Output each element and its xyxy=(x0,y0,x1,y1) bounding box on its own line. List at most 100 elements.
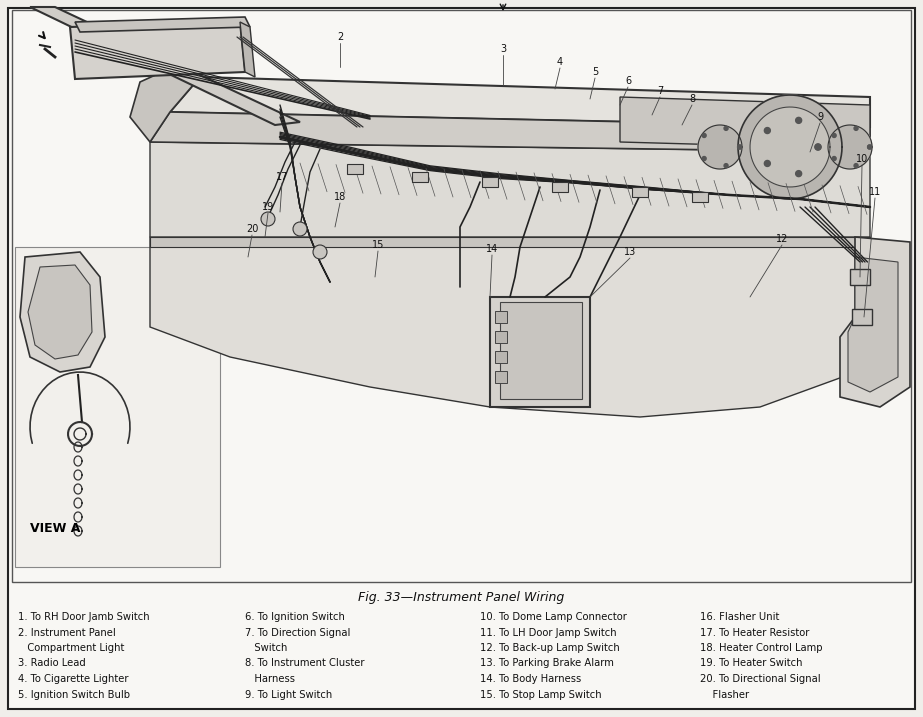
Polygon shape xyxy=(75,17,250,32)
Text: 9. To Light Switch: 9. To Light Switch xyxy=(245,690,332,700)
Text: 10: 10 xyxy=(856,154,869,164)
Text: 3: 3 xyxy=(500,44,506,54)
Bar xyxy=(495,311,507,323)
Polygon shape xyxy=(620,97,870,149)
Text: 19. To Heater Switch: 19. To Heater Switch xyxy=(700,658,802,668)
Polygon shape xyxy=(150,112,870,152)
Text: 18: 18 xyxy=(334,192,346,202)
Polygon shape xyxy=(150,237,870,247)
Bar xyxy=(347,164,363,174)
Circle shape xyxy=(313,245,327,259)
Circle shape xyxy=(854,126,858,130)
Text: VIEW A: VIEW A xyxy=(30,522,80,535)
Polygon shape xyxy=(698,125,742,169)
Text: 17: 17 xyxy=(276,172,288,182)
Text: 1. To RH Door Jamb Switch: 1. To RH Door Jamb Switch xyxy=(18,612,150,622)
Polygon shape xyxy=(28,265,92,359)
Text: 12: 12 xyxy=(776,234,788,244)
Text: Harness: Harness xyxy=(245,674,295,684)
Text: 8: 8 xyxy=(689,94,695,104)
Circle shape xyxy=(796,118,802,123)
Text: 7: 7 xyxy=(657,86,663,96)
Text: 20. To Directional Signal: 20. To Directional Signal xyxy=(700,674,821,684)
Text: Flasher: Flasher xyxy=(700,690,749,700)
Circle shape xyxy=(702,133,706,138)
Bar xyxy=(852,309,872,325)
Bar xyxy=(482,177,498,187)
Polygon shape xyxy=(500,302,582,399)
Polygon shape xyxy=(70,22,245,79)
Polygon shape xyxy=(240,22,255,77)
Text: 14. To Body Harness: 14. To Body Harness xyxy=(480,674,581,684)
Text: 11: 11 xyxy=(869,187,881,197)
Text: 19: 19 xyxy=(262,202,274,212)
Bar xyxy=(495,371,507,383)
Polygon shape xyxy=(150,142,870,237)
Polygon shape xyxy=(828,125,872,169)
Text: 8. To Instrument Cluster: 8. To Instrument Cluster xyxy=(245,658,365,668)
Circle shape xyxy=(815,144,821,150)
Polygon shape xyxy=(840,237,910,407)
Text: 20: 20 xyxy=(246,224,258,234)
Circle shape xyxy=(724,126,728,130)
Circle shape xyxy=(724,163,728,168)
Circle shape xyxy=(833,133,836,138)
Polygon shape xyxy=(738,95,842,199)
Text: 16. Flasher Unit: 16. Flasher Unit xyxy=(700,612,779,622)
Bar xyxy=(632,187,648,197)
Text: 14: 14 xyxy=(485,244,498,254)
Polygon shape xyxy=(848,257,898,392)
Polygon shape xyxy=(750,107,830,187)
Circle shape xyxy=(833,156,836,161)
Bar xyxy=(692,192,708,202)
Text: 4. To Cigarette Lighter: 4. To Cigarette Lighter xyxy=(18,674,128,684)
Circle shape xyxy=(868,145,871,149)
Text: 2. Instrument Panel: 2. Instrument Panel xyxy=(18,627,115,637)
Polygon shape xyxy=(150,237,870,417)
Text: 3. Radio Lead: 3. Radio Lead xyxy=(18,658,86,668)
Circle shape xyxy=(764,128,771,133)
Circle shape xyxy=(764,161,771,166)
Text: Compartment Light: Compartment Light xyxy=(18,643,125,653)
Text: 15: 15 xyxy=(372,240,384,250)
Bar xyxy=(850,269,870,285)
Polygon shape xyxy=(490,297,590,407)
Polygon shape xyxy=(20,252,105,372)
Text: Fig. 33—Instrument Panel Wiring: Fig. 33—Instrument Panel Wiring xyxy=(358,591,564,604)
Text: 6. To Ignition Switch: 6. To Ignition Switch xyxy=(245,612,345,622)
Circle shape xyxy=(261,212,275,226)
Polygon shape xyxy=(30,7,300,125)
Circle shape xyxy=(854,163,858,168)
Text: 12. To Back-up Lamp Switch: 12. To Back-up Lamp Switch xyxy=(480,643,619,653)
Text: 4: 4 xyxy=(557,57,563,67)
Polygon shape xyxy=(15,247,220,567)
Text: 7. To Direction Signal: 7. To Direction Signal xyxy=(245,627,351,637)
Text: 9: 9 xyxy=(817,112,823,122)
Text: 6: 6 xyxy=(625,76,631,86)
Text: 13. To Parking Brake Alarm: 13. To Parking Brake Alarm xyxy=(480,658,614,668)
Circle shape xyxy=(737,145,741,149)
Circle shape xyxy=(815,144,821,150)
Bar xyxy=(495,331,507,343)
Bar xyxy=(552,182,568,192)
Text: Switch: Switch xyxy=(245,643,287,653)
Circle shape xyxy=(702,156,706,161)
Bar xyxy=(412,172,428,182)
Text: 10. To Dome Lamp Connector: 10. To Dome Lamp Connector xyxy=(480,612,627,622)
Text: 5: 5 xyxy=(592,67,598,77)
Text: 11. To LH Door Jamp Switch: 11. To LH Door Jamp Switch xyxy=(480,627,617,637)
Bar xyxy=(12,10,911,582)
Circle shape xyxy=(868,145,871,149)
Circle shape xyxy=(796,171,802,176)
Text: 15. To Stop Lamp Switch: 15. To Stop Lamp Switch xyxy=(480,690,602,700)
Circle shape xyxy=(293,222,307,236)
Bar xyxy=(495,351,507,363)
Text: 17. To Heater Resistor: 17. To Heater Resistor xyxy=(700,627,809,637)
Polygon shape xyxy=(170,77,870,127)
Text: 2: 2 xyxy=(337,32,343,42)
Text: 13: 13 xyxy=(624,247,636,257)
Polygon shape xyxy=(130,57,200,142)
Text: 5. Ignition Switch Bulb: 5. Ignition Switch Bulb xyxy=(18,690,130,700)
Circle shape xyxy=(737,145,741,149)
Text: 18. Heater Control Lamp: 18. Heater Control Lamp xyxy=(700,643,822,653)
